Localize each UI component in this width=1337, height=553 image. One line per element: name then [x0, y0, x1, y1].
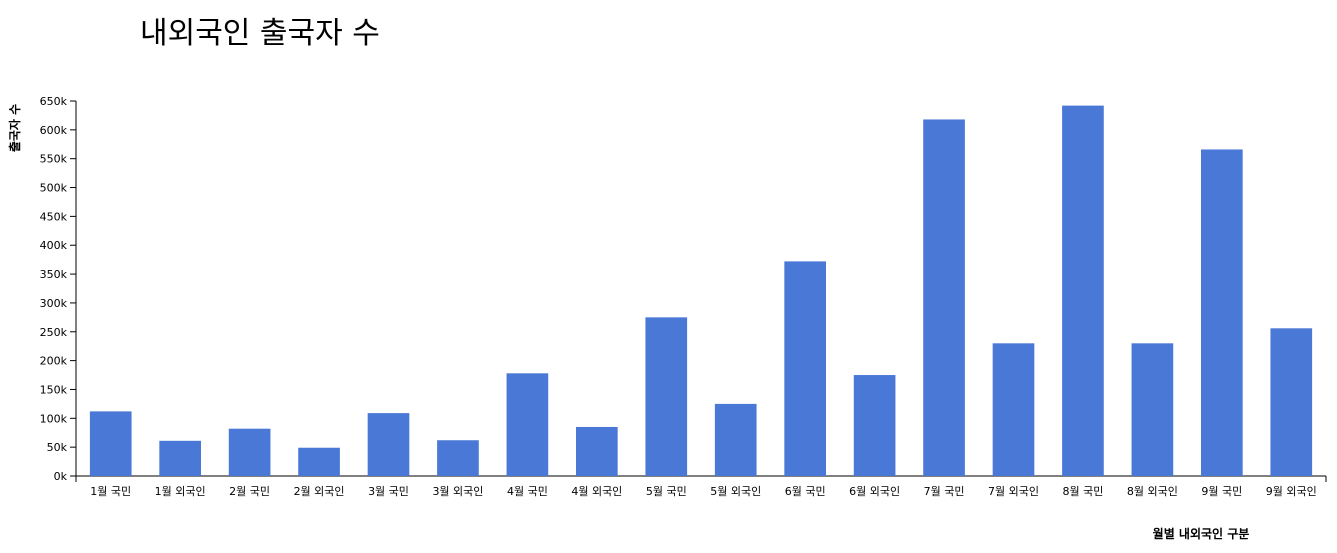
bar [784, 261, 826, 476]
x-tick-label: 3월 국민 [368, 485, 409, 498]
x-tick-label: 2월 외국인 [294, 485, 345, 498]
y-tick-label: 450k [40, 210, 68, 223]
x-tick-label: 7월 국민 [924, 485, 965, 498]
x-axis: 1월 국민 1월 외국인 2월 국민 2월 외국인 3월 국민 3월 외국인 4월 국민 4월… [75, 475, 1327, 498]
y-axis: 0k 50k 100k 150k 200k 250k 300k 350k 400k 450k 500… [40, 95, 77, 483]
x-tick-label: 1월 외국인 [155, 485, 206, 498]
y-tick-label: 600k [40, 124, 68, 137]
x-tick-label: 4월 국민 [507, 485, 548, 498]
y-tick-label: 50k [47, 441, 68, 454]
y-tick-label: 300k [40, 297, 68, 310]
x-tick-label: 9월 국민 [1201, 485, 1242, 498]
y-tick-label: 500k [40, 182, 68, 195]
bar [437, 440, 479, 476]
bar [506, 373, 549, 476]
y-tick-label: 0k [54, 470, 68, 483]
x-tick-label: 3월 외국인 [432, 485, 483, 498]
y-tick-label: 400k [40, 239, 68, 252]
bar [645, 317, 688, 476]
bar [992, 343, 1035, 476]
y-tick-label: 350k [40, 268, 68, 281]
x-tick-label: 1월 국민 [90, 485, 131, 498]
x-axis-title: 월별 내외국인 구분 [1153, 526, 1250, 541]
bar [1062, 105, 1104, 476]
bar [159, 440, 201, 476]
bar [1270, 328, 1313, 476]
y-tick-label: 200k [40, 355, 68, 368]
bar [89, 411, 132, 476]
y-tick-label: 650k [40, 95, 68, 108]
bar [298, 447, 340, 476]
bar [853, 375, 896, 476]
bar [1131, 343, 1174, 476]
bar [228, 428, 271, 476]
y-tick-label: 250k [40, 326, 68, 339]
bar [1201, 149, 1243, 476]
y-tick-label: 550k [40, 153, 68, 166]
y-tick-label: 150k [40, 383, 68, 396]
y-tick-label: 100k [40, 412, 68, 425]
x-tick-label: 4월 외국인 [571, 485, 622, 498]
chart-title: 내외국인 출국자 수 [140, 16, 380, 51]
x-tick-label: 6월 외국인 [849, 485, 900, 498]
bar [576, 426, 618, 476]
x-tick-label: 6월 국민 [785, 485, 826, 498]
x-tick-label: 8월 국민 [1063, 485, 1104, 498]
bars-group [89, 105, 1313, 476]
x-tick-label: 5월 국민 [646, 485, 687, 498]
x-tick-label: 2월 국민 [229, 485, 270, 498]
bar [367, 413, 410, 476]
x-tick-label: 8월 외국인 [1127, 485, 1178, 498]
y-axis-title: 출국자 수 [7, 104, 22, 152]
x-tick-label: 9월 외국인 [1266, 485, 1317, 498]
x-tick-label: 7월 외국인 [988, 485, 1039, 498]
bar [923, 119, 965, 476]
x-tick-label: 5월 외국인 [710, 485, 761, 498]
bar [714, 403, 757, 476]
